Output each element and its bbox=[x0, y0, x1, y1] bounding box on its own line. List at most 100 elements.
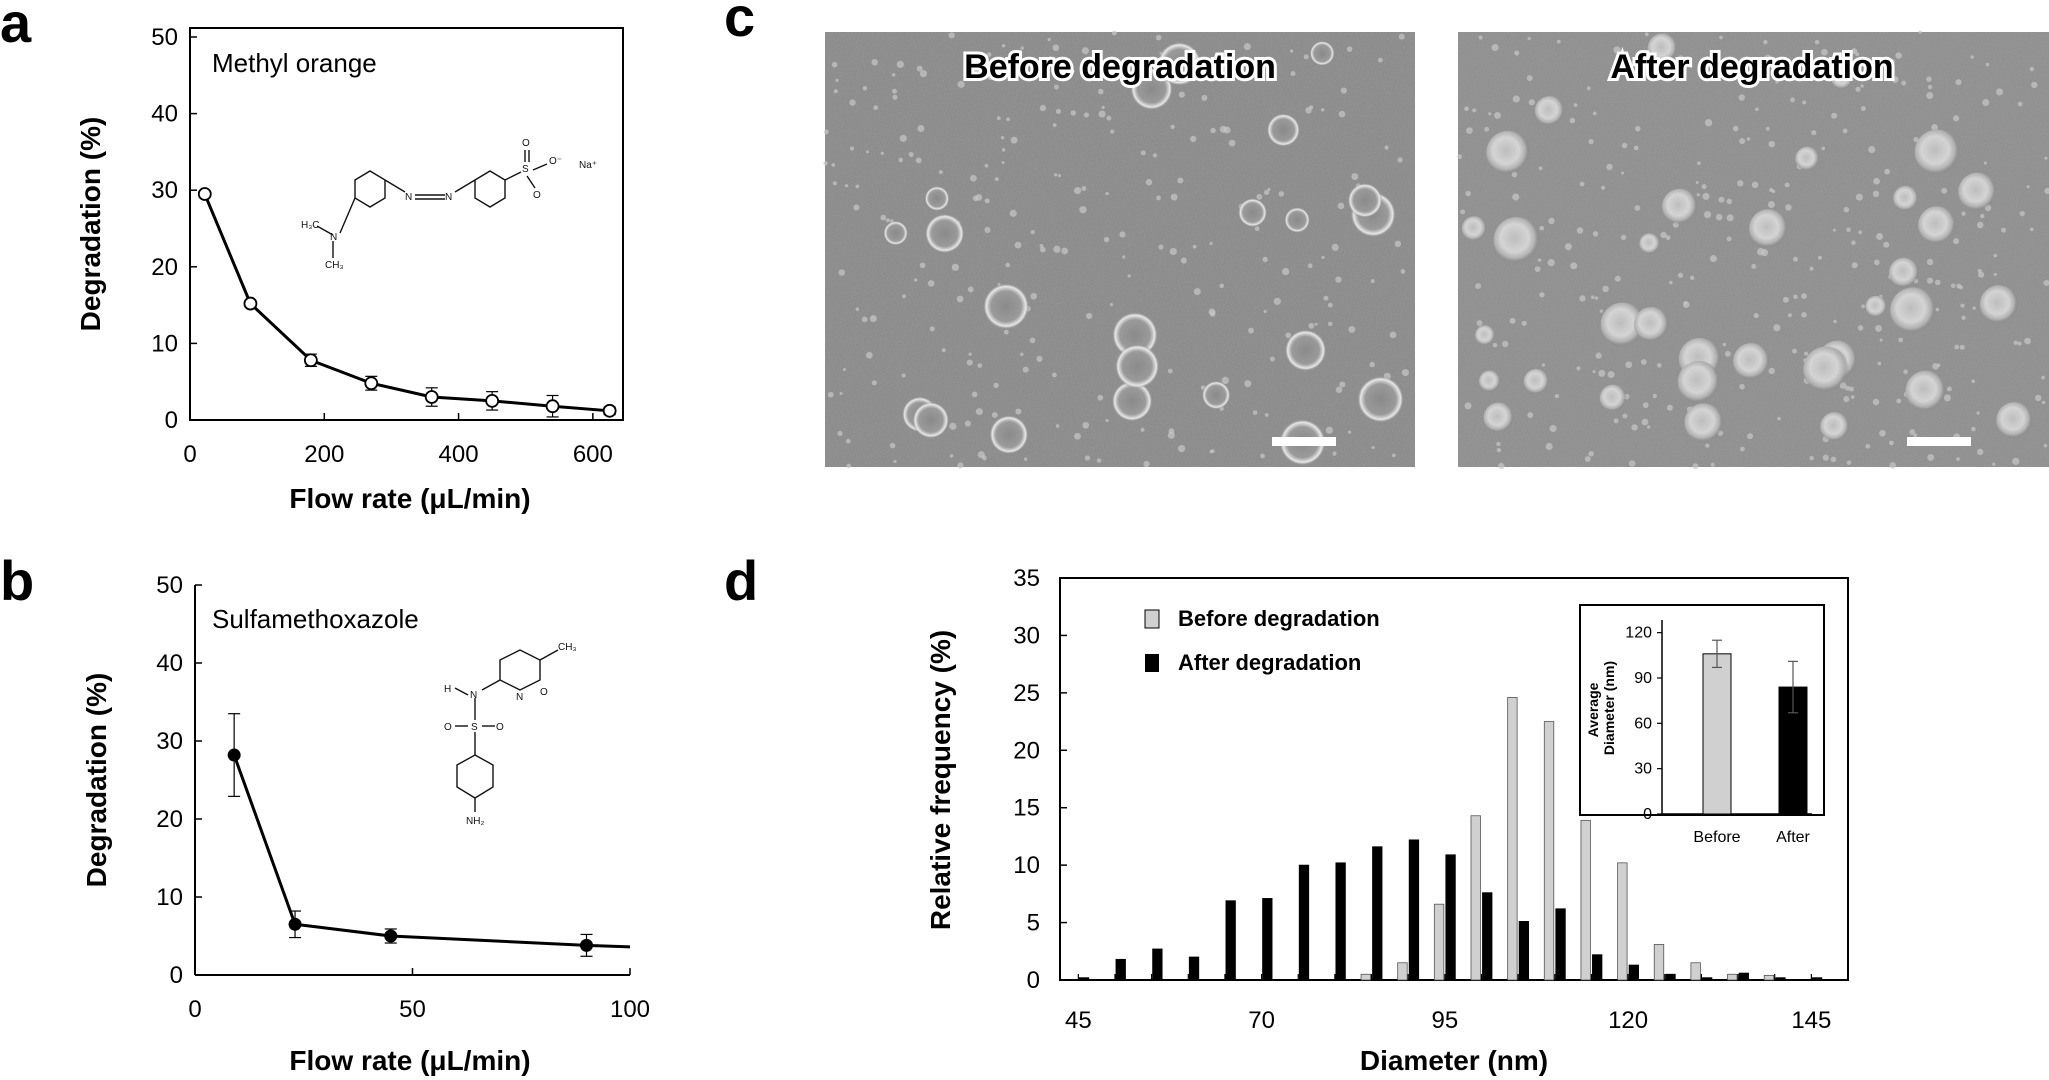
sem-small-particle bbox=[1248, 327, 1254, 334]
sem-small-particle bbox=[1338, 110, 1346, 118]
sem-small-particle bbox=[846, 463, 852, 469]
sem-small-particle bbox=[1739, 138, 1746, 145]
sem-small-particle bbox=[1710, 462, 1715, 467]
sem-small-particle bbox=[1751, 181, 1759, 189]
sem-particle bbox=[1662, 188, 1698, 225]
sem-small-particle bbox=[1527, 412, 1534, 419]
sem-particle bbox=[1493, 216, 1541, 264]
bar-after bbox=[1372, 846, 1383, 981]
sem-small-particle bbox=[1005, 262, 1011, 268]
sem-small-particle bbox=[1055, 424, 1060, 428]
panel-a-ticks: 0 10 20 30 40 50 0 200 400 600 bbox=[151, 24, 613, 468]
sem-particle bbox=[883, 220, 909, 246]
sem-small-particle bbox=[1351, 173, 1359, 181]
sem-small-particle bbox=[831, 61, 838, 68]
sem-small-particle bbox=[1209, 241, 1213, 246]
sem-small-particle bbox=[862, 85, 868, 91]
sem-small-particle bbox=[827, 391, 834, 398]
bar-after bbox=[1592, 954, 1603, 981]
sem-small-particle bbox=[1802, 100, 1807, 105]
sem-small-particle bbox=[1081, 186, 1087, 192]
bar-before bbox=[1507, 697, 1518, 981]
sem-small-particle bbox=[2031, 81, 2038, 89]
sem-small-particle bbox=[1855, 86, 1861, 92]
sem-small-particle bbox=[1697, 161, 1701, 166]
y-tick-label: 0 bbox=[165, 407, 178, 434]
sem-small-particle bbox=[2024, 337, 2031, 345]
bar-before bbox=[1543, 721, 1555, 981]
x-tick-label: 0 bbox=[183, 441, 196, 468]
sem-small-particle bbox=[1097, 88, 1104, 95]
sem-small-particle bbox=[1592, 111, 1597, 116]
bar-before bbox=[1653, 943, 1665, 981]
sem-small-particle bbox=[1635, 125, 1641, 132]
sem-small-particle bbox=[891, 88, 897, 94]
sem-small-particle bbox=[1554, 393, 1560, 399]
sem-small-particle bbox=[838, 269, 846, 276]
x-tick-label: 95 bbox=[1431, 1007, 1458, 1034]
sem-small-particle bbox=[1801, 312, 1807, 318]
sem-small-particle bbox=[871, 58, 878, 66]
mol-label: N bbox=[445, 192, 452, 203]
sem-small-particle bbox=[1876, 233, 1884, 240]
x-tick-label: 120 bbox=[1608, 1007, 1648, 1034]
panel-d-legend: Before degradation After degradation bbox=[1144, 606, 1380, 675]
y-tick-label: 50 bbox=[151, 24, 178, 51]
sem-small-particle bbox=[956, 295, 964, 303]
sem-small-particle bbox=[1889, 462, 1897, 469]
sem-small-particle bbox=[1888, 440, 1894, 446]
sem-small-particle bbox=[898, 157, 904, 163]
sem-small-particle bbox=[1254, 226, 1260, 232]
sem-small-particle bbox=[865, 150, 870, 154]
sem-small-particle bbox=[1512, 193, 1520, 201]
sem-small-particle bbox=[1346, 46, 1353, 52]
sem-particle bbox=[1284, 207, 1311, 233]
sem-small-particle bbox=[1976, 221, 1984, 229]
sem-small-particle bbox=[1842, 128, 1848, 134]
sem-small-particle bbox=[1391, 453, 1396, 458]
sem-small-particle bbox=[1140, 427, 1145, 432]
sem-small-particle bbox=[1753, 313, 1759, 319]
inset-bar bbox=[1702, 653, 1732, 815]
sem-small-particle bbox=[1576, 227, 1584, 234]
sem-small-particle bbox=[1098, 110, 1106, 118]
sem-particle bbox=[1599, 384, 1627, 412]
sem-small-particle bbox=[1267, 187, 1271, 192]
sem-small-particle bbox=[1398, 33, 1405, 40]
sem-small-particle bbox=[1331, 243, 1339, 251]
sem-small-particle bbox=[1573, 103, 1578, 107]
sem-small-particle bbox=[1972, 306, 1976, 310]
sem-small-particle bbox=[1739, 383, 1745, 390]
sem-small-particle bbox=[1460, 209, 1466, 215]
inset-x-tick-label: After bbox=[1776, 829, 1810, 846]
sem-small-particle bbox=[1158, 244, 1164, 250]
sem-small-particle bbox=[1891, 76, 1899, 83]
sem-small-particle bbox=[981, 455, 987, 461]
sem-small-particle bbox=[1030, 229, 1035, 235]
sem-small-particle bbox=[1767, 201, 1775, 209]
panel-a-x-axis-label: Flow rate (μL/min) bbox=[289, 483, 530, 514]
sem-small-particle bbox=[1010, 136, 1018, 144]
sem-small-particle bbox=[1226, 78, 1230, 82]
sem-small-particle bbox=[880, 214, 887, 221]
sem-small-particle bbox=[1545, 442, 1553, 450]
sem-small-particle bbox=[1746, 137, 1751, 141]
sem-small-particle bbox=[1110, 129, 1115, 134]
sem-small-particle bbox=[1584, 456, 1591, 462]
sem-small-particle bbox=[896, 60, 904, 68]
sem-small-particle bbox=[1620, 234, 1627, 241]
sem-small-particle bbox=[1001, 160, 1005, 165]
sem-small-particle bbox=[1052, 44, 1060, 52]
sem-small-particle bbox=[892, 94, 898, 100]
legend-label-after: After degradation bbox=[1178, 650, 1361, 675]
sem-small-particle bbox=[891, 73, 896, 77]
sem-small-particle bbox=[1704, 119, 1713, 127]
y-tick-label: 0 bbox=[170, 962, 183, 989]
mol-label: N bbox=[405, 192, 412, 203]
y-tick-label: 5 bbox=[1027, 910, 1040, 937]
sem-small-particle bbox=[1085, 312, 1093, 320]
sem-small-particle bbox=[1509, 317, 1516, 324]
sem-small-particle bbox=[1959, 344, 1965, 350]
sem-small-particle bbox=[865, 351, 873, 359]
